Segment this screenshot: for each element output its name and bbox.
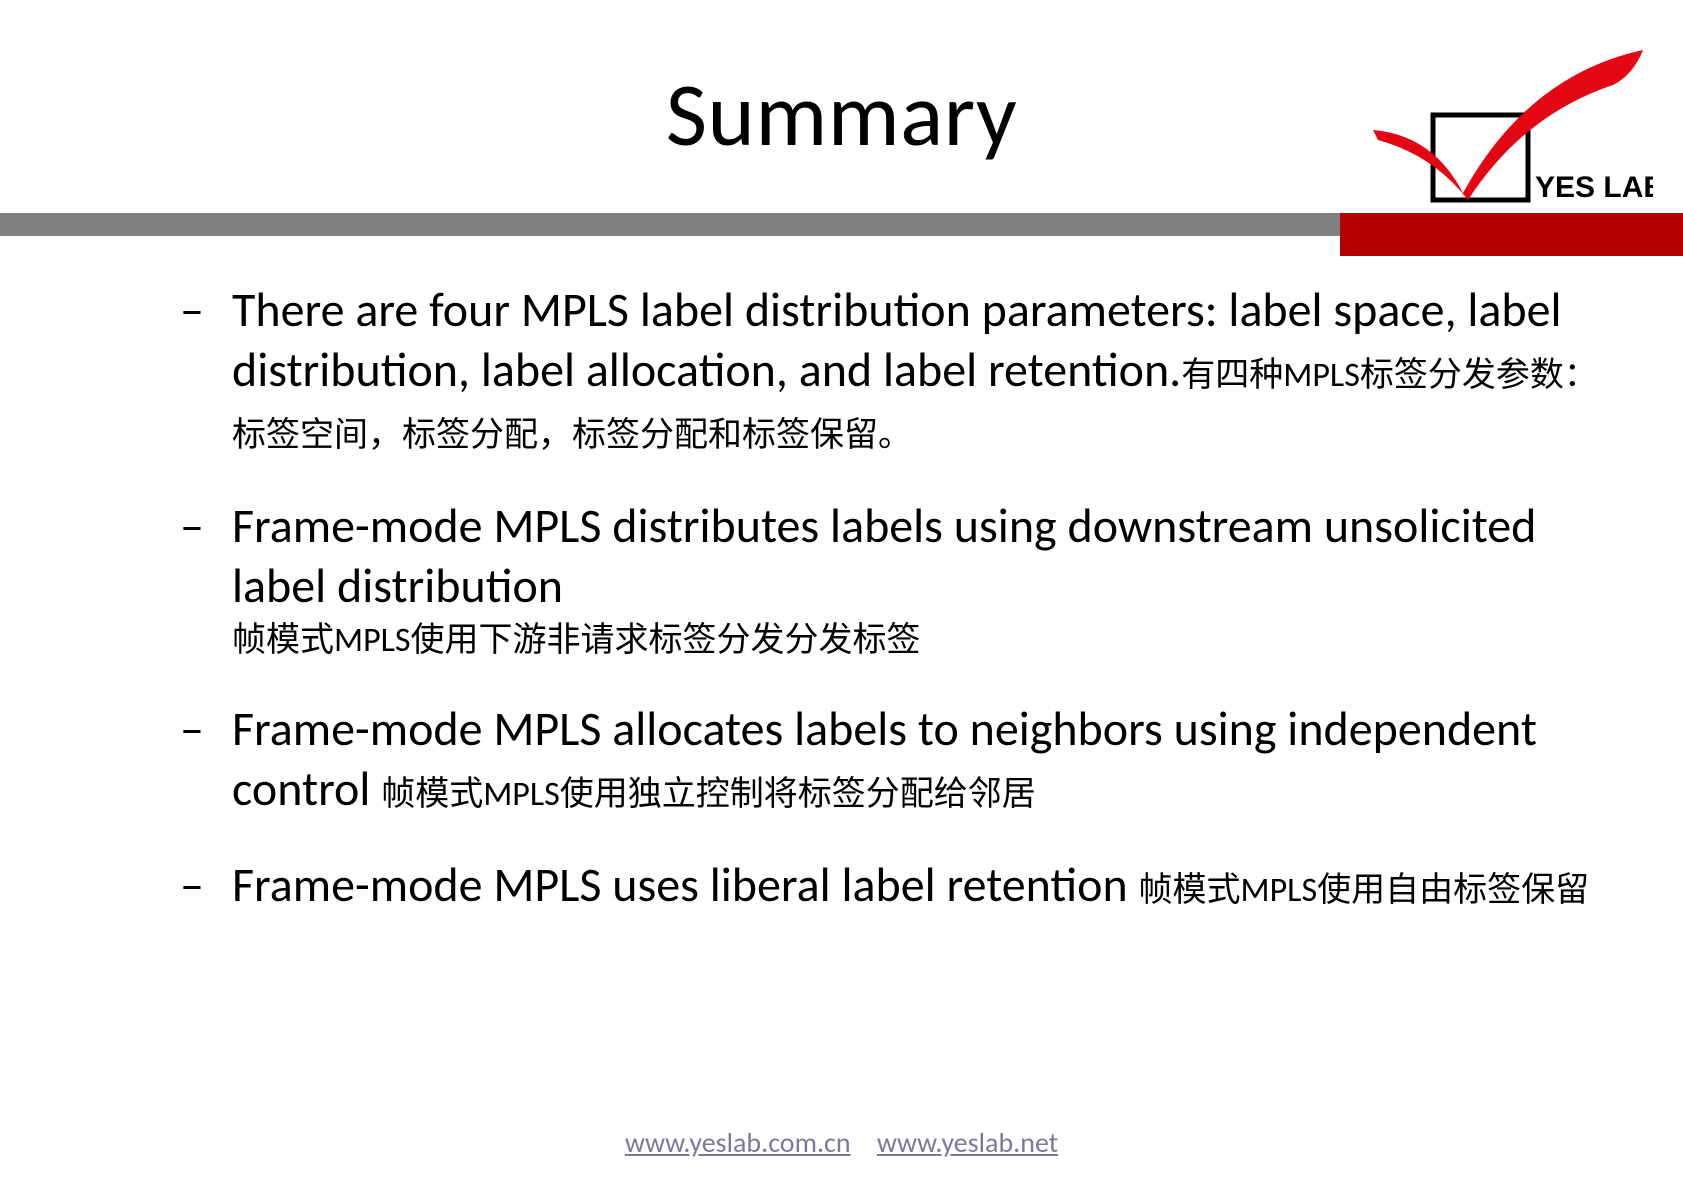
logo-text: YES LAB bbox=[1535, 171, 1653, 204]
bullet-english: Frame-mode MPLS uses liberal label reten… bbox=[232, 855, 1139, 914]
bullet-chinese: 帧模式MPLS使用下游非请求标签分发分发标签 bbox=[232, 620, 1623, 663]
list-item: – Frame-mode MPLS distributes labels usi… bbox=[180, 496, 1623, 663]
bullet-chinese: 帧模式MPLS使用自由标签保留 bbox=[1139, 870, 1590, 911]
list-item: – There are four MPLS label distribution… bbox=[180, 280, 1623, 460]
bullet-english: Frame-mode MPLS distributes labels using… bbox=[232, 496, 1536, 615]
accent-bar-red bbox=[1340, 213, 1683, 256]
checkmark-box-icon: YES LAB bbox=[1313, 45, 1653, 215]
footer-link[interactable]: www.yeslab.com.cn bbox=[625, 1125, 851, 1160]
bullet-dash: – bbox=[180, 280, 218, 460]
footer-link[interactable]: www.yeslab.net bbox=[877, 1125, 1058, 1160]
footer: www.yeslab.com.cn www.yeslab.net bbox=[0, 1125, 1683, 1160]
yeslab-logo: YES LAB bbox=[1313, 45, 1653, 215]
bullet-dash: – bbox=[180, 855, 218, 915]
slide: Summary YES LAB – There are four MPLS la… bbox=[0, 0, 1683, 1190]
bullet-dash: – bbox=[180, 699, 218, 819]
bullet-list: – There are four MPLS label distribution… bbox=[180, 280, 1623, 951]
accent-bar-gray bbox=[0, 213, 1340, 236]
bullet-dash: – bbox=[180, 496, 218, 663]
list-item: – Frame-mode MPLS allocates labels to ne… bbox=[180, 699, 1623, 819]
list-item: – Frame-mode MPLS uses liberal label ret… bbox=[180, 855, 1623, 915]
bullet-chinese: 帧模式MPLS使用独立控制将标签分配给邻居 bbox=[381, 774, 1036, 815]
